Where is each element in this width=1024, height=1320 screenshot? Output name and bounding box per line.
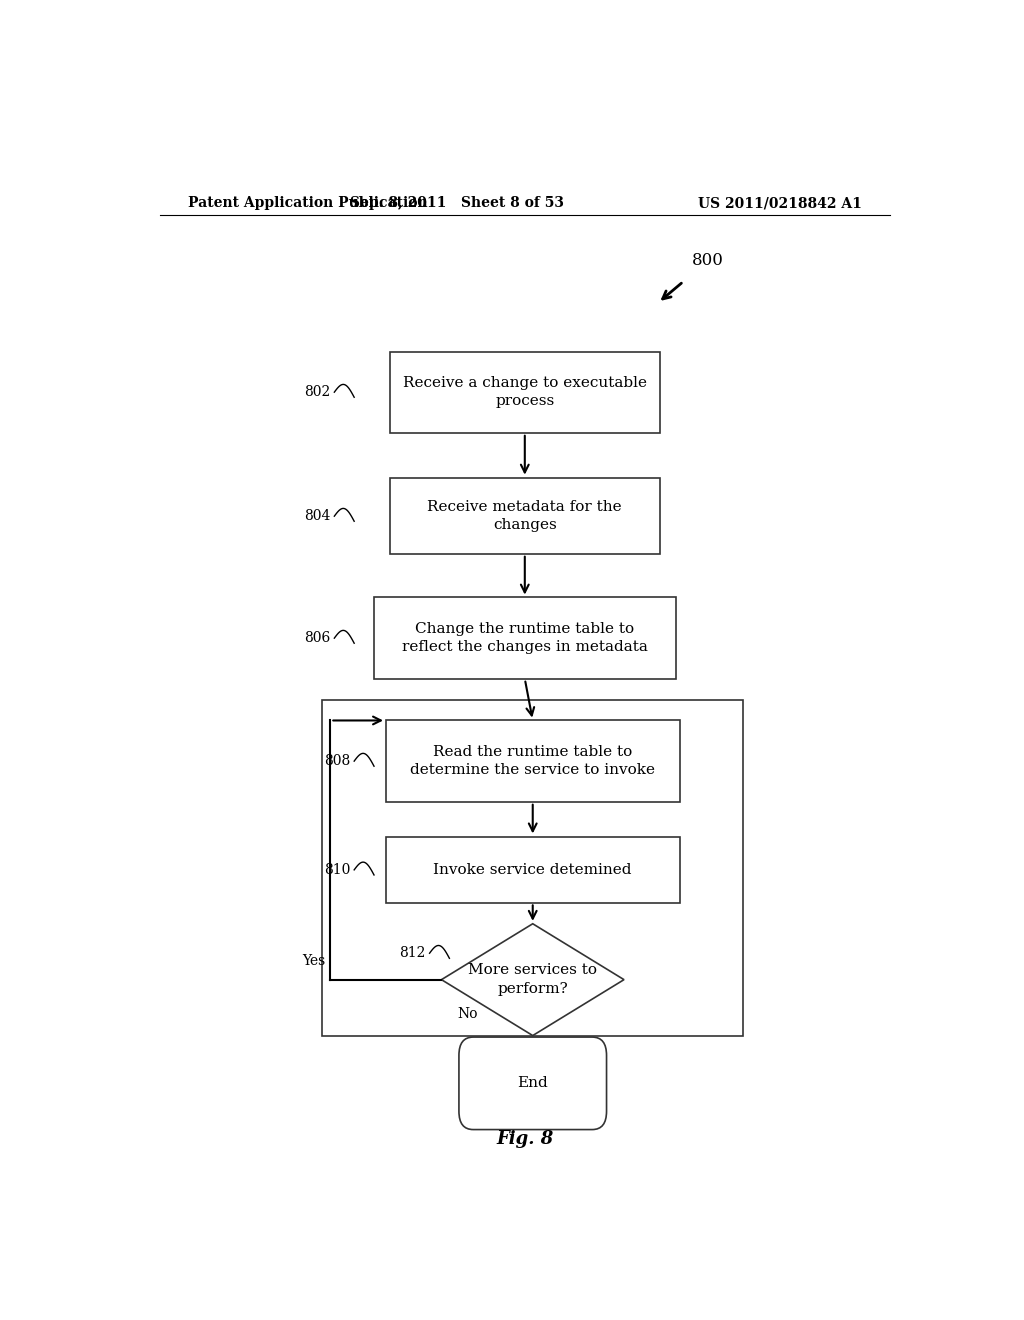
Text: Yes: Yes [303,954,326,969]
Text: 810: 810 [324,863,350,876]
Text: Read the runtime table to
determine the service to invoke: Read the runtime table to determine the … [411,744,655,777]
Polygon shape [441,924,624,1036]
FancyBboxPatch shape [390,478,659,554]
Text: Invoke service detemined: Invoke service detemined [433,863,632,876]
Text: 804: 804 [304,510,331,523]
Text: No: No [458,1007,478,1022]
Text: 812: 812 [399,946,426,960]
Text: More services to
perform?: More services to perform? [468,964,597,995]
Text: 800: 800 [691,252,723,269]
FancyBboxPatch shape [390,351,659,433]
Text: 802: 802 [304,385,331,399]
Text: Receive a change to executable
process: Receive a change to executable process [402,376,647,408]
FancyBboxPatch shape [374,598,676,678]
Text: Sep. 8, 2011   Sheet 8 of 53: Sep. 8, 2011 Sheet 8 of 53 [350,197,564,210]
FancyBboxPatch shape [386,837,680,903]
Text: Patent Application Publication: Patent Application Publication [187,197,427,210]
Text: 806: 806 [304,631,331,645]
Text: US 2011/0218842 A1: US 2011/0218842 A1 [698,197,862,210]
FancyBboxPatch shape [386,721,680,801]
Text: Change the runtime table to
reflect the changes in metadata: Change the runtime table to reflect the … [401,622,648,655]
Text: Fig. 8: Fig. 8 [497,1130,553,1148]
Text: 808: 808 [324,754,350,768]
Text: End: End [517,1076,548,1090]
FancyBboxPatch shape [459,1038,606,1130]
Text: Receive metadata for the
changes: Receive metadata for the changes [427,500,623,532]
